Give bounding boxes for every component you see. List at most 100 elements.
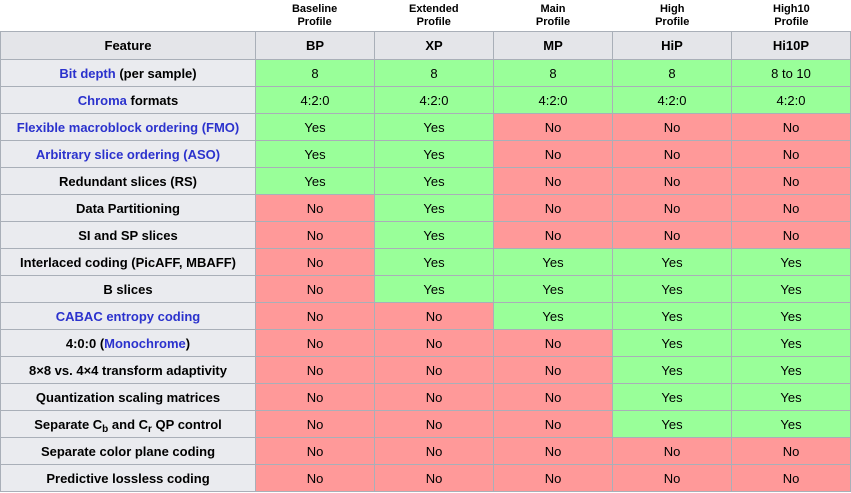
profile-name-main: Main Profile: [493, 2, 612, 29]
value-cell: No: [612, 167, 732, 195]
feature-link[interactable]: Chroma: [77, 92, 127, 108]
feature-label: Flexible macroblock ordering (FMO): [0, 113, 256, 141]
profile-name-line: Profile: [535, 16, 571, 28]
profile-name-line: Profile: [774, 16, 809, 28]
value-cell: No: [493, 383, 613, 411]
table-header-row: Feature BP XP MP HiP Hi10P: [0, 31, 851, 60]
value-cell: No: [255, 221, 375, 249]
value-cell: Yes: [374, 113, 494, 141]
value-cell: Yes: [731, 356, 851, 384]
value-cell: Yes: [731, 329, 851, 357]
feature-label: 8×8 vs. 4×4 transform adaptivity: [0, 356, 256, 384]
value-cell: Yes: [612, 329, 732, 357]
profile-names-header: Baseline Profile Extended Profile Main Prof…: [0, 0, 851, 31]
feature-link[interactable]: Bit depth: [59, 65, 116, 81]
value-cell: 8: [493, 59, 613, 87]
table-row: Separate Cb and Cr QP control No No No Yes Ye…: [0, 410, 851, 438]
table-row: Interlaced coding (PicAFF, MBAFF) No Yes Ye…: [0, 248, 851, 276]
column-header-xp: XP: [374, 31, 494, 60]
feature-label: SI and SP slices: [0, 221, 256, 249]
feature-text: Data Partitioning: [75, 200, 180, 216]
column-header-mp: MP: [493, 31, 613, 60]
feature-label: CABAC entropy coding: [0, 302, 256, 330]
value-cell: No: [255, 356, 375, 384]
value-cell: No: [493, 329, 613, 357]
value-cell: No: [255, 410, 375, 438]
feature-label: Quantization scaling matrices: [0, 383, 256, 411]
table-row: CABAC entropy coding No No Yes Yes Yes: [0, 302, 851, 330]
feature-text: SI and SP slices: [78, 227, 178, 243]
value-cell: 8: [612, 59, 732, 87]
feature-label: Separate color plane coding: [0, 437, 256, 465]
table-row: Redundant slices (RS) Yes Yes No No No: [0, 167, 851, 195]
profile-name-line: Baseline: [291, 3, 338, 15]
value-cell: No: [731, 437, 851, 465]
value-cell: No: [255, 248, 375, 276]
feature-text: Separate color plane coding: [40, 443, 216, 459]
value-cell: 4:2:0: [612, 86, 732, 114]
value-cell: Yes: [374, 221, 494, 249]
feature-link[interactable]: CABAC entropy coding: [55, 308, 201, 324]
value-cell: Yes: [493, 275, 613, 303]
value-cell: No: [255, 464, 375, 492]
value-cell: No: [731, 194, 851, 222]
value-cell: No: [374, 464, 494, 492]
value-cell: No: [374, 410, 494, 438]
value-cell: No: [374, 302, 494, 330]
feature-text: Interlaced coding (PicAFF, MBAFF): [20, 254, 236, 270]
feature-label: Predictive lossless coding: [0, 464, 256, 492]
table-row: Flexible macroblock ordering (FMO) Yes Yes…: [0, 113, 851, 141]
table-row: Separate color plane coding No No No No No: [0, 437, 851, 465]
value-cell: No: [493, 356, 613, 384]
value-cell: Yes: [731, 383, 851, 411]
value-cell: No: [255, 329, 375, 357]
value-cell: No: [374, 329, 494, 357]
feature-link[interactable]: Flexible macroblock ordering (FMO): [16, 119, 240, 135]
table-row: Bit depth (per sample) 8 8 8 8 8 to 10: [0, 59, 851, 87]
value-cell: No: [374, 383, 494, 411]
value-cell: No: [493, 437, 613, 465]
feature-link[interactable]: Arbitrary slice ordering (ASO): [35, 146, 221, 162]
feature-text: Quantization scaling matrices: [35, 389, 221, 405]
feature-text: 4:0:0 (: [65, 335, 105, 351]
value-cell: Yes: [374, 194, 494, 222]
feature-label: 4:0:0 (Monochrome): [0, 329, 256, 357]
table-row: Predictive lossless coding No No No No No: [0, 464, 851, 492]
value-cell: Yes: [731, 248, 851, 276]
value-cell: Yes: [374, 140, 494, 168]
value-cell: Yes: [612, 275, 732, 303]
value-cell: Yes: [255, 167, 375, 195]
feature-label: Data Partitioning: [0, 194, 256, 222]
table-row: Data Partitioning No Yes No No No: [0, 194, 851, 222]
value-cell: 8 to 10: [731, 59, 851, 87]
feature-text: Separate C: [34, 416, 103, 432]
value-cell: No: [374, 356, 494, 384]
profile-name-line: High: [659, 3, 685, 15]
value-cell: No: [493, 113, 613, 141]
value-cell: Yes: [255, 140, 375, 168]
value-cell: No: [493, 464, 613, 492]
table-row: 8×8 vs. 4×4 transform adaptivity No No No Ye…: [0, 356, 851, 384]
value-cell: No: [612, 194, 732, 222]
feature-text: B slices: [103, 281, 153, 297]
value-cell: Yes: [731, 410, 851, 438]
value-cell: Yes: [612, 356, 732, 384]
feature-text: formats: [126, 92, 179, 108]
value-cell: No: [255, 437, 375, 465]
subscript-text: b: [102, 423, 109, 435]
feature-link[interactable]: Monochrome: [104, 335, 186, 351]
value-cell: No: [612, 140, 732, 168]
feature-label: Redundant slices (RS): [0, 167, 256, 195]
value-cell: No: [255, 194, 375, 222]
value-cell: No: [731, 113, 851, 141]
value-cell: Yes: [493, 302, 613, 330]
feature-table: Feature BP XP MP HiP Hi10P Bit depth (pe…: [0, 31, 851, 492]
value-cell: Yes: [612, 248, 732, 276]
value-cell: No: [255, 275, 375, 303]
feature-label: B slices: [0, 275, 256, 303]
feature-label: Arbitrary slice ordering (ASO): [0, 140, 256, 168]
value-cell: Yes: [731, 302, 851, 330]
profile-name-line: Extended: [409, 3, 459, 15]
profile-name-line: Main: [540, 3, 566, 15]
